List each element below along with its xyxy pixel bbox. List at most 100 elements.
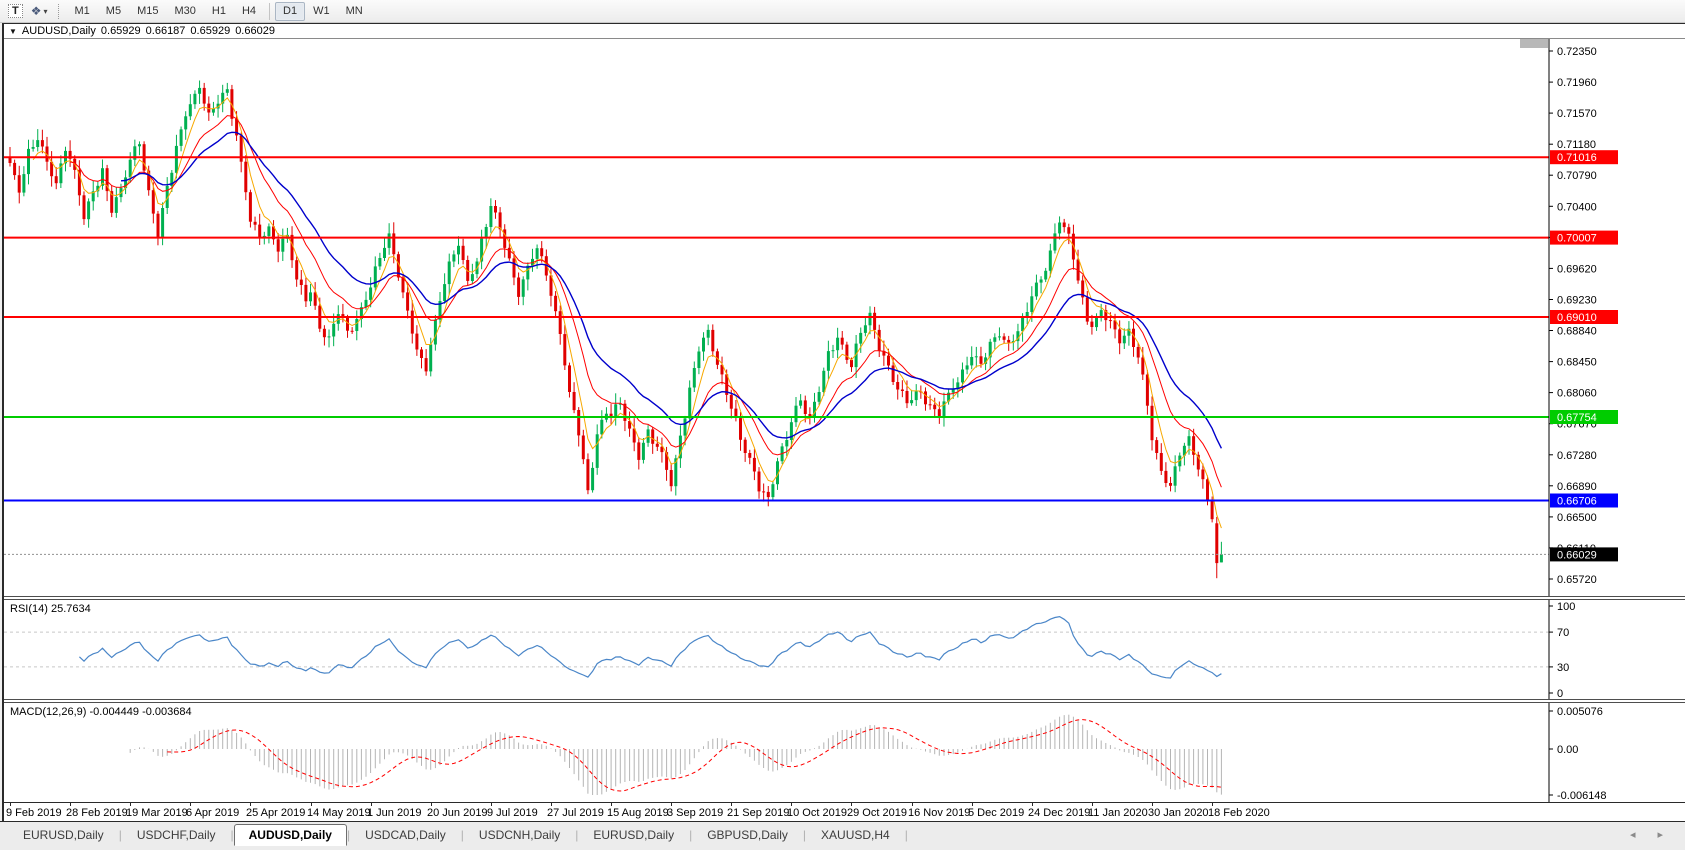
text-tool-button[interactable]: T <box>4 2 27 21</box>
svg-text:0.68060: 0.68060 <box>1557 388 1597 400</box>
date-label: 1 Jun 2019 <box>367 807 422 819</box>
chevron-down-icon: ▾ <box>43 6 48 16</box>
svg-text:0.66706: 0.66706 <box>1557 496 1597 508</box>
chart-tabs: EURUSD,Daily | USDCHF,Daily | AUDUSD,Daily | U… <box>0 824 908 846</box>
chart-title: AUDUSD,Daily <box>21 25 96 37</box>
timeframe-button-h1[interactable]: H1 <box>211 4 226 17</box>
svg-text:0.70790: 0.70790 <box>1557 170 1597 182</box>
date-tick <box>611 803 612 806</box>
date-tick <box>731 803 732 806</box>
svg-text:0.69230: 0.69230 <box>1557 295 1597 307</box>
svg-text:0.70400: 0.70400 <box>1557 201 1597 213</box>
svg-text:0.72350: 0.72350 <box>1557 46 1597 58</box>
svg-text:0.71180: 0.71180 <box>1557 139 1596 151</box>
svg-text:0.71960: 0.71960 <box>1557 77 1597 89</box>
date-tick <box>491 803 492 806</box>
tab-divider: | <box>460 828 464 842</box>
ohlc-close: 0.66029 <box>235 25 275 37</box>
svg-text:0.005076: 0.005076 <box>1557 706 1603 718</box>
timeframe-button-mn[interactable]: MN <box>345 4 363 17</box>
timeframe-button-w1[interactable]: W1 <box>313 4 330 17</box>
chart-tab-audusd-daily[interactable]: AUDUSD,Daily <box>233 824 347 846</box>
rsi-panel[interactable]: RSI(14) 25.7634 100 70 30 0 <box>4 600 1685 699</box>
chart-window: ▼ AUDUSD,Daily 0.65929 0.66187 0.65929 0… <box>2 23 1685 821</box>
svg-text:0.65720: 0.65720 <box>1557 574 1597 586</box>
macd-panel[interactable]: MACD(12,26,9) -0.004449 -0.003684 0.0050… <box>4 703 1685 802</box>
macd-signal-line <box>167 719 1222 792</box>
collapse-icon[interactable]: ▼ <box>9 26 17 36</box>
date-label: 24 Dec 2019 <box>1028 807 1091 819</box>
date-tick <box>190 803 191 806</box>
date-tick <box>851 803 852 806</box>
date-label: 9 Feb 2019 <box>6 807 62 819</box>
svg-text:0.67280: 0.67280 <box>1557 450 1597 462</box>
timeframe-button-m5[interactable]: M5 <box>105 4 122 17</box>
rsi-svg: 100 70 30 0 <box>4 600 1685 699</box>
tab-divider: | <box>689 828 693 842</box>
date-label: 3 Sep 2019 <box>667 807 724 819</box>
ohlc-low: 0.65929 <box>190 25 231 37</box>
date-tick <box>912 803 913 806</box>
date-label: 25 Apr 2019 <box>246 807 306 819</box>
svg-text:0.71016: 0.71016 <box>1557 152 1597 164</box>
toolbar-grip[interactable] <box>57 3 62 19</box>
tab-scroll-left-icon[interactable]: ◂ <box>1629 829 1636 841</box>
timeframe-button-m30[interactable]: M30 <box>174 4 196 17</box>
tab-divider: | <box>575 828 579 842</box>
svg-text:0.69010: 0.69010 <box>1557 312 1597 324</box>
date-label: 30 Jan 2020 <box>1148 807 1209 819</box>
date-tick <box>250 803 251 806</box>
date-label: 21 Sep 2019 <box>727 807 790 819</box>
chart-tab-gbpusd-daily[interactable]: GBPUSD,Daily <box>707 828 788 842</box>
ohlc-high: 0.66187 <box>145 25 186 37</box>
date-label: 19 Mar 2019 <box>126 807 188 819</box>
date-tick <box>70 803 71 806</box>
timeframe-button-h4[interactable]: H4 <box>241 4 257 17</box>
svg-text:-0.006148: -0.006148 <box>1557 790 1607 802</box>
timeframe-button-d1[interactable]: D1 <box>275 1 306 21</box>
chart-tab-usdcad-daily[interactable]: USDCAD,Daily <box>365 828 446 842</box>
chart-title-bar[interactable]: ▼ AUDUSD,Daily 0.65929 0.66187 0.65929 0… <box>4 24 1685 39</box>
svg-text:0: 0 <box>1557 688 1563 699</box>
chart-tab-xauusd-h4[interactable]: XAUUSD,H4 <box>821 828 890 842</box>
svg-text:0.68450: 0.68450 <box>1557 357 1597 369</box>
svg-text:70: 70 <box>1557 627 1569 639</box>
date-tick <box>1152 803 1153 806</box>
panel-splitter-2[interactable] <box>4 699 1685 703</box>
tab-scroll-arrows: ◂ ▸ <box>1630 828 1663 841</box>
svg-text:0.00: 0.00 <box>1557 744 1578 756</box>
date-label: 14 May 2019 <box>307 807 371 819</box>
date-label: 29 Oct 2019 <box>847 807 907 819</box>
tab-divider: | <box>118 828 122 842</box>
ohlc-open: 0.65929 <box>100 25 141 37</box>
timeframe-button-m15[interactable]: M15 <box>137 4 159 17</box>
main-chart-panel[interactable]: 0.72350 0.71960 0.71570 0.71180 0.70790 0.704… <box>4 39 1685 596</box>
date-tick <box>130 803 131 806</box>
panel-splitter[interactable] <box>4 596 1685 600</box>
arrange-windows-button[interactable]: ❖ ▾ <box>27 2 52 21</box>
price-chart-svg: 0.72350 0.71960 0.71570 0.71180 0.70790 0.704… <box>4 39 1685 596</box>
svg-text:0.66890: 0.66890 <box>1557 481 1597 493</box>
chart-tab-eurusd-daily[interactable]: EURUSD,Daily <box>23 828 104 842</box>
macd-svg: 0.005076 0.00 -0.006148 <box>4 703 1685 802</box>
chart-tab-bar: EURUSD,Daily | USDCHF,Daily | AUDUSD,Daily | U… <box>0 821 1685 850</box>
timeframe-button-m1[interactable]: M1 <box>74 4 90 17</box>
timeframe-group: M1 M5 M15 M30 H1 H4 D1 W1 MN <box>67 1 371 21</box>
tab-scroll-right-icon[interactable]: ▸ <box>1657 829 1663 841</box>
chart-tab-eurusd-daily[interactable]: EURUSD,Daily <box>593 828 675 842</box>
chart-tab-usdcnh-daily[interactable]: USDCNH,Daily <box>478 828 561 842</box>
date-tick <box>311 803 312 806</box>
date-tick <box>551 803 552 806</box>
svg-text:30: 30 <box>1557 662 1569 674</box>
date-tick <box>10 803 11 806</box>
slow-ma-line <box>120 131 1223 449</box>
date-label: 15 Aug 2019 <box>607 807 669 819</box>
chart-tab-usdchf-daily[interactable]: USDCHF,Daily <box>136 828 216 842</box>
date-label: 28 Feb 2019 <box>66 807 128 819</box>
date-axis[interactable]: 9 Feb 2019 28 Feb 2019 19 Mar 2019 6 Apr 20… <box>4 802 1685 821</box>
svg-text:100: 100 <box>1557 601 1575 613</box>
tab-divider: | <box>802 828 807 842</box>
date-label: 20 Jun 2019 <box>427 807 488 819</box>
svg-text:0.66500: 0.66500 <box>1557 512 1597 524</box>
svg-text:0.71570: 0.71570 <box>1557 108 1597 120</box>
